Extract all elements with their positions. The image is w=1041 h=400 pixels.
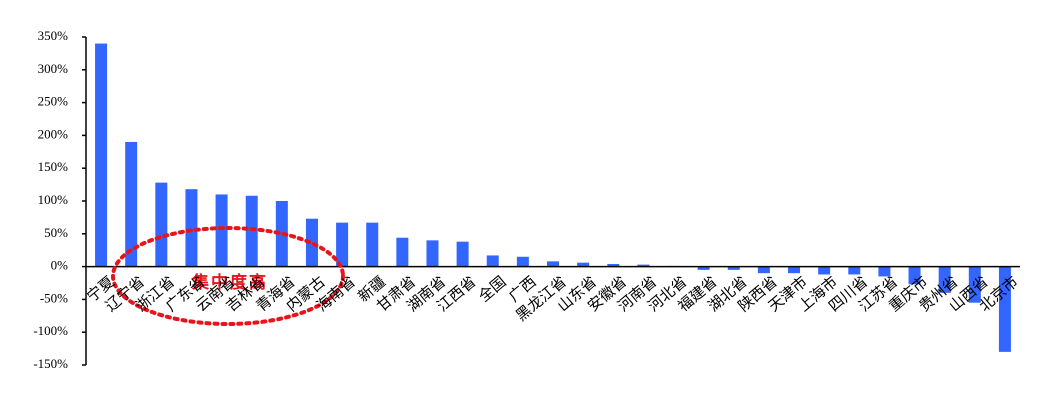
y-tick-label: 300%: [38, 61, 69, 76]
y-tick-label: 50%: [44, 225, 68, 240]
bar: [245, 195, 258, 267]
bar: [456, 241, 469, 267]
bar: [938, 266, 951, 293]
bar: [215, 194, 228, 267]
bar: [757, 266, 770, 274]
bar: [486, 255, 499, 267]
y-tick-label: 150%: [38, 159, 69, 174]
bar: [185, 189, 198, 267]
bar: [516, 256, 529, 267]
y-tick-label: 250%: [38, 94, 69, 109]
bar: [607, 263, 620, 267]
bar: [426, 240, 439, 267]
bar: [637, 264, 650, 267]
bar: [848, 266, 861, 275]
bar: [396, 237, 409, 267]
bar: [908, 266, 921, 285]
bar: [788, 266, 801, 274]
bar: [577, 262, 590, 267]
annotation: 集中度高: [191, 272, 268, 292]
x-tick-label: 全国: [475, 273, 510, 306]
bar: [998, 266, 1011, 352]
y-tick-label: 0%: [51, 258, 69, 273]
y-tick-label: 200%: [38, 126, 69, 141]
bar: [336, 222, 349, 267]
y-tick-label: -100%: [33, 323, 68, 338]
bar: [697, 266, 710, 270]
bar: [727, 266, 740, 270]
y-tick-label: 100%: [38, 192, 69, 207]
bar: [125, 141, 138, 267]
bar: [818, 266, 831, 275]
bar: [366, 222, 379, 267]
y-tick-label: -50%: [40, 290, 68, 305]
highlight-ellipse: [111, 226, 345, 326]
bar: [305, 218, 318, 267]
bar: [155, 182, 168, 267]
y-tick-label: 350%: [38, 28, 69, 43]
y-tick-label: -150%: [33, 356, 68, 371]
bar: [968, 266, 981, 303]
bar: [95, 43, 108, 267]
bar: [547, 261, 559, 267]
bar: [878, 266, 891, 277]
